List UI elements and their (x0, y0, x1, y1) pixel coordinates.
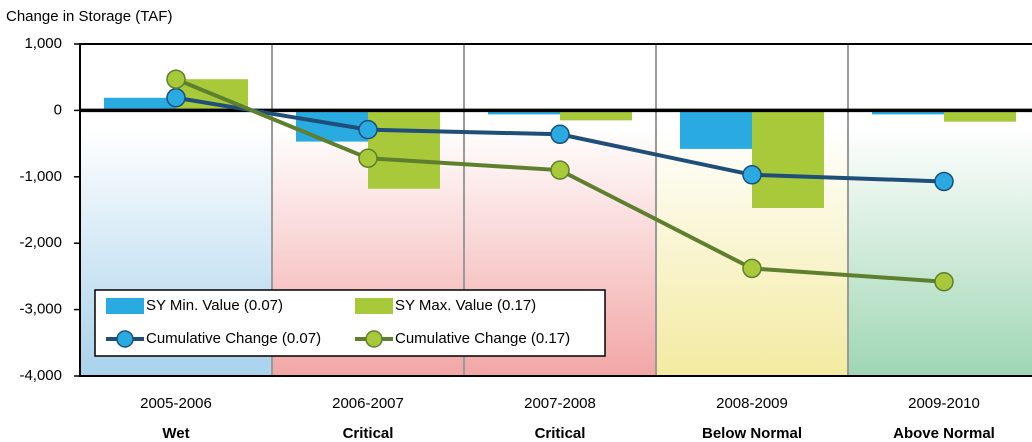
marker (742, 165, 762, 185)
marker (934, 271, 954, 292)
bar (368, 110, 440, 189)
x-tick-label: 2007-2008 (524, 395, 596, 412)
legend-label: Cumulative Change (0.17) (395, 330, 570, 347)
legend-label: SY Max. Value (0.17) (395, 297, 536, 314)
marker (166, 69, 186, 89)
year-type-label: Above Normal (893, 425, 995, 442)
year-type-label: Critical (343, 425, 394, 442)
year-type-label: Wet (162, 425, 189, 442)
plot-border (79, 43, 1032, 377)
bar (944, 110, 1016, 122)
y-tick-label: -2,000 (19, 234, 62, 251)
y-tick-label: 0 (54, 101, 62, 118)
marker (550, 160, 570, 180)
bar (104, 97, 176, 111)
year-type-label: Critical (535, 425, 586, 442)
x-tick-label: 2005-2006 (140, 395, 212, 412)
marker (550, 124, 570, 145)
bar (488, 110, 560, 115)
legend-swatch (355, 298, 393, 314)
legend-marker (116, 330, 134, 348)
bar (680, 110, 752, 149)
legend-box (94, 289, 606, 357)
marker (358, 148, 378, 168)
marker (358, 119, 378, 140)
bar (752, 110, 824, 209)
category-background (656, 44, 848, 376)
year-type-label: Below Normal (702, 425, 802, 442)
marker (742, 258, 762, 279)
x-tick-label: 2006-2007 (332, 395, 404, 412)
marker (934, 171, 954, 192)
legend-label: SY Min. Value (0.07) (146, 297, 283, 314)
legend-swatch (106, 298, 144, 314)
marker (166, 88, 186, 108)
category-background (848, 44, 1032, 376)
y-tick-label: -3,000 (19, 301, 62, 318)
y-axis-label: Change in Storage (TAF) (6, 8, 172, 25)
y-tick-label: -4,000 (19, 367, 62, 384)
x-tick-label: 2009-2010 (908, 395, 980, 412)
y-tick-label: -1,000 (19, 168, 62, 185)
legend-label: Cumulative Change (0.07) (146, 330, 321, 347)
x-tick-label: 2008-2009 (716, 395, 788, 412)
legend-marker (365, 330, 383, 348)
bar (560, 110, 632, 121)
bar (872, 110, 944, 115)
y-tick-label: 1,000 (24, 35, 62, 52)
